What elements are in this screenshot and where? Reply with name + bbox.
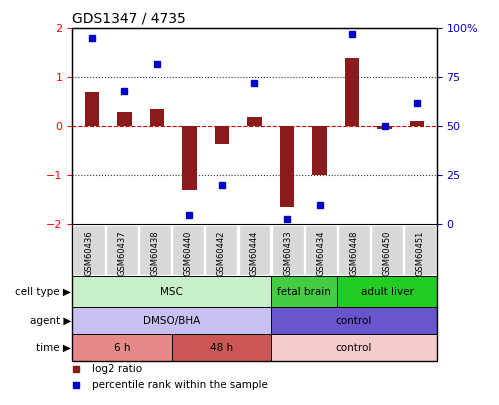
Text: GDS1347 / 4735: GDS1347 / 4735 xyxy=(72,12,186,26)
Text: GSM60442: GSM60442 xyxy=(217,230,226,276)
FancyBboxPatch shape xyxy=(371,226,403,275)
Text: GSM60438: GSM60438 xyxy=(151,230,160,276)
Text: fetal brain: fetal brain xyxy=(277,287,331,297)
Text: GSM60436: GSM60436 xyxy=(84,230,93,276)
FancyBboxPatch shape xyxy=(139,226,171,275)
Bar xyxy=(410,122,425,126)
FancyBboxPatch shape xyxy=(271,277,337,307)
Text: agent ▶: agent ▶ xyxy=(30,315,71,326)
Text: 6 h: 6 h xyxy=(114,343,130,352)
Text: cell type ▶: cell type ▶ xyxy=(15,287,71,297)
FancyBboxPatch shape xyxy=(239,226,270,275)
FancyBboxPatch shape xyxy=(272,226,303,275)
Bar xyxy=(182,126,197,190)
Text: GSM60448: GSM60448 xyxy=(349,230,358,276)
Text: MSC: MSC xyxy=(160,287,183,297)
FancyBboxPatch shape xyxy=(206,226,237,275)
FancyBboxPatch shape xyxy=(337,277,437,307)
Text: control: control xyxy=(336,315,372,326)
FancyBboxPatch shape xyxy=(72,277,271,307)
Text: DMSO/BHA: DMSO/BHA xyxy=(143,315,200,326)
Bar xyxy=(150,109,164,126)
FancyBboxPatch shape xyxy=(305,226,337,275)
Bar xyxy=(377,126,392,129)
Text: control: control xyxy=(336,343,372,352)
Text: GSM60450: GSM60450 xyxy=(382,230,391,276)
Text: GSM60434: GSM60434 xyxy=(316,230,325,276)
Text: GSM60437: GSM60437 xyxy=(118,230,127,276)
FancyBboxPatch shape xyxy=(106,226,138,275)
FancyBboxPatch shape xyxy=(271,307,437,334)
Text: GSM60451: GSM60451 xyxy=(416,230,425,276)
Text: percentile rank within the sample: percentile rank within the sample xyxy=(92,380,268,390)
Text: GSM60433: GSM60433 xyxy=(283,230,292,276)
FancyBboxPatch shape xyxy=(172,334,271,361)
FancyBboxPatch shape xyxy=(271,334,437,361)
Text: time ▶: time ▶ xyxy=(36,343,71,352)
FancyBboxPatch shape xyxy=(404,226,436,275)
FancyBboxPatch shape xyxy=(72,334,172,361)
Text: adult liver: adult liver xyxy=(360,287,413,297)
Bar xyxy=(215,126,229,143)
Bar xyxy=(247,117,262,126)
FancyBboxPatch shape xyxy=(172,226,204,275)
Text: GSM60444: GSM60444 xyxy=(250,230,259,276)
Bar xyxy=(345,58,359,126)
Bar xyxy=(84,92,99,126)
Text: 48 h: 48 h xyxy=(210,343,233,352)
FancyBboxPatch shape xyxy=(73,226,105,275)
Text: GSM60440: GSM60440 xyxy=(184,230,193,276)
Bar xyxy=(117,112,132,126)
Bar xyxy=(312,126,327,175)
Bar xyxy=(280,126,294,207)
FancyBboxPatch shape xyxy=(338,226,370,275)
FancyBboxPatch shape xyxy=(72,307,271,334)
Text: log2 ratio: log2 ratio xyxy=(92,364,143,374)
